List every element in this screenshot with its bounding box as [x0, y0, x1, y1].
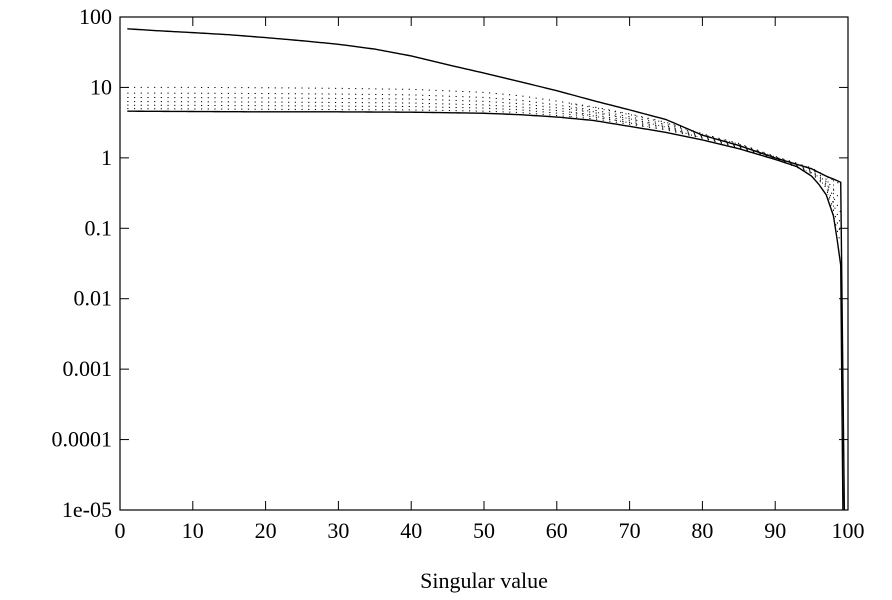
x-tick-label: 100 — [832, 518, 865, 543]
y-tick-label: 0.01 — [74, 286, 113, 311]
plot-frame — [119, 16, 849, 511]
x-tick-label: 0 — [115, 518, 126, 543]
dotted-band-line — [127, 108, 842, 245]
y-tick-label: 10 — [90, 74, 112, 99]
dotted-band-line — [127, 96, 842, 213]
series-lines — [127, 28, 846, 511]
x-tick-label: 60 — [546, 518, 568, 543]
y-tick-label: 0.1 — [85, 215, 113, 240]
x-axis-label: Singular value — [420, 568, 548, 593]
x-tick-label: 10 — [182, 518, 204, 543]
dotted-band-line — [127, 104, 842, 235]
dotted-band-line — [127, 86, 841, 185]
x-axis: 0 10 20 30 40 50 60 70 80 90 100 — [115, 17, 865, 543]
series-line-1 — [127, 28, 846, 511]
x-tick-label: 70 — [619, 518, 641, 543]
y-tick-label: 0.0001 — [52, 427, 113, 452]
y-tick-label: 1 — [101, 145, 112, 170]
x-tick-label: 30 — [327, 518, 349, 543]
y-tick-label: 100 — [79, 4, 112, 29]
x-tick-label: 50 — [473, 518, 495, 543]
series-line-2 — [127, 110, 844, 511]
x-tick-label: 20 — [255, 518, 277, 543]
y-tick-label: 1e-05 — [62, 497, 112, 522]
x-tick-label: 80 — [691, 518, 713, 543]
dotted-band-line — [127, 101, 842, 225]
y-axis: 1e-05 0.0001 0.001 0.01 0.1 1 10 100 — [52, 4, 848, 522]
x-tick-label: 40 — [400, 518, 422, 543]
x-tick-label: 90 — [764, 518, 786, 543]
y-tick-label: 0.001 — [63, 356, 113, 381]
dotted-band — [127, 86, 842, 245]
